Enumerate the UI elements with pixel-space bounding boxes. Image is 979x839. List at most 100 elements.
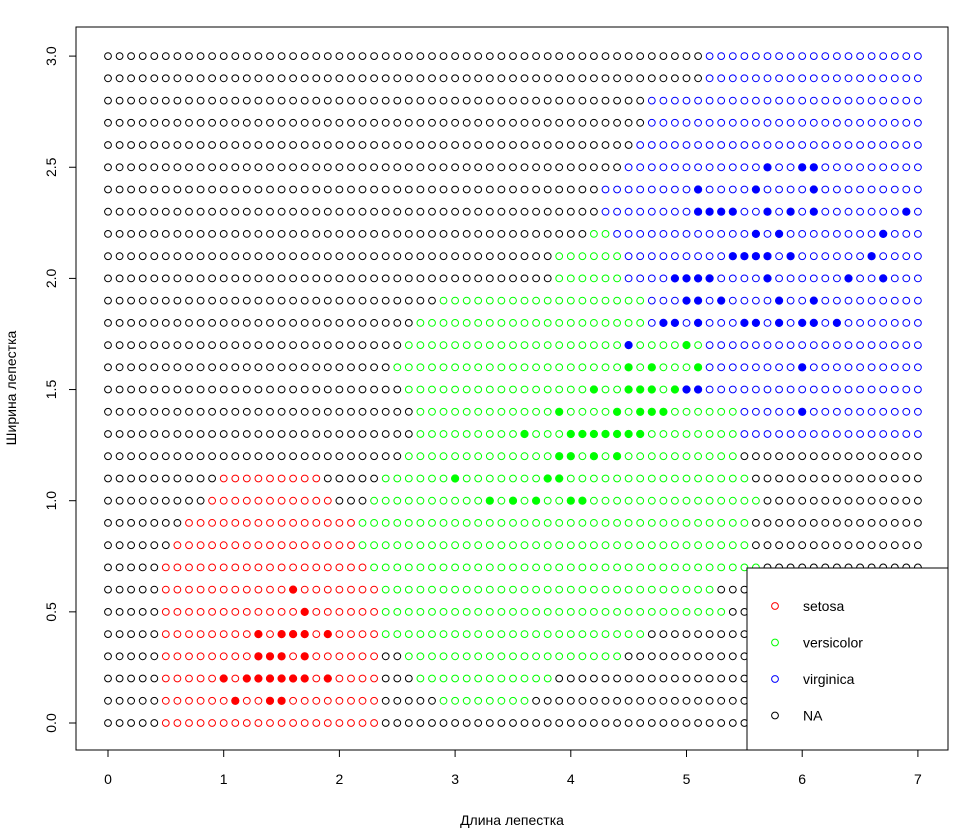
grid-point-setosa <box>208 541 217 550</box>
grid-point-virginica <box>798 52 807 60</box>
data-point-versicolor <box>578 429 587 439</box>
grid-point-na <box>138 652 147 661</box>
grid-point-na <box>370 230 379 238</box>
grid-point-virginica <box>798 185 807 194</box>
grid-point-versicolor <box>451 341 460 350</box>
grid-point-na <box>809 496 818 505</box>
grid-point-versicolor <box>439 296 448 305</box>
grid-point-na <box>347 163 355 172</box>
grid-point-versicolor <box>416 407 425 416</box>
grid-point-virginica <box>694 163 702 172</box>
grid-point-na <box>451 118 460 127</box>
grid-point-virginica <box>844 385 853 394</box>
grid-point-na <box>138 74 147 83</box>
grid-point-setosa <box>196 630 205 638</box>
grid-point-versicolor <box>439 474 448 483</box>
grid-point-na <box>601 719 610 727</box>
grid-point-virginica <box>798 230 807 238</box>
grid-point-virginica <box>647 141 656 149</box>
grid-point-virginica <box>798 118 807 127</box>
grid-point-na <box>127 252 136 261</box>
grid-point-virginica <box>902 118 911 127</box>
grid-point-versicolor <box>555 363 564 372</box>
grid-point-virginica <box>659 296 668 305</box>
grid-point-versicolor <box>416 430 425 438</box>
grid-point-na <box>185 363 193 372</box>
y-tick-label: 3.0 <box>43 46 59 66</box>
grid-point-na <box>196 274 205 283</box>
grid-point-na <box>254 385 263 394</box>
grid-point-na <box>428 163 436 172</box>
grid-point-na <box>416 96 425 105</box>
grid-point-na <box>208 452 217 461</box>
grid-point-virginica <box>647 96 656 105</box>
grid-point-na <box>266 363 274 372</box>
grid-point-virginica <box>728 274 737 283</box>
grid-point-na <box>613 74 621 83</box>
grid-point-versicolor <box>636 563 645 572</box>
grid-point-setosa <box>208 563 217 572</box>
grid-point-na <box>185 118 193 127</box>
grid-point-versicolor <box>532 407 540 416</box>
grid-point-virginica <box>821 296 830 305</box>
grid-point-na <box>115 674 124 683</box>
grid-point-virginica <box>763 363 772 372</box>
grid-point-na <box>543 185 552 194</box>
grid-point-na <box>590 696 598 705</box>
grid-point-na <box>833 519 841 527</box>
grid-point-virginica <box>867 230 876 238</box>
grid-point-versicolor <box>485 430 494 438</box>
grid-point-virginica <box>717 185 726 194</box>
grid-point-virginica <box>844 207 853 216</box>
grid-point-na <box>335 363 344 372</box>
grid-point-setosa <box>173 630 182 638</box>
grid-point-virginica <box>752 407 760 416</box>
grid-point-na <box>370 274 379 283</box>
grid-point-na <box>428 696 436 705</box>
grid-point-na <box>300 141 309 149</box>
grid-point-na <box>590 674 598 683</box>
grid-point-versicolor <box>404 474 413 483</box>
grid-point-versicolor <box>636 319 645 327</box>
grid-point-na <box>266 252 274 261</box>
grid-point-na <box>358 185 367 194</box>
grid-point-versicolor <box>578 563 587 572</box>
grid-point-virginica <box>821 118 830 127</box>
grid-point-na <box>439 252 448 261</box>
grid-point-na <box>763 519 772 527</box>
grid-point-virginica <box>856 430 864 438</box>
grid-point-na <box>104 74 112 83</box>
grid-point-na <box>161 519 170 527</box>
grid-point-virginica <box>682 185 691 194</box>
grid-point-na <box>381 674 390 683</box>
grid-point-setosa <box>312 630 321 638</box>
grid-point-versicolor <box>428 363 436 372</box>
grid-point-na <box>659 630 668 638</box>
grid-point-na <box>393 385 402 394</box>
grid-point-na <box>208 52 217 60</box>
grid-point-na <box>381 296 390 305</box>
grid-point-na <box>485 96 494 105</box>
grid-point-na <box>705 719 714 727</box>
grid-point-setosa <box>289 696 298 705</box>
grid-point-virginica <box>833 363 841 372</box>
grid-point-virginica <box>786 363 795 372</box>
grid-point-versicolor <box>682 363 691 372</box>
grid-point-na <box>277 141 286 149</box>
grid-point-na <box>509 96 517 105</box>
grid-point-setosa <box>266 608 274 616</box>
grid-point-na <box>185 296 193 305</box>
grid-point-na <box>208 141 217 149</box>
grid-point-na <box>219 341 228 350</box>
grid-point-na <box>335 385 344 394</box>
grid-point-versicolor <box>659 452 668 461</box>
grid-point-versicolor <box>613 296 621 305</box>
grid-point-na <box>636 719 645 727</box>
grid-point-na <box>323 207 332 216</box>
grid-point-versicolor <box>485 341 494 350</box>
grid-point-na <box>196 96 205 105</box>
grid-point-na <box>347 341 355 350</box>
grid-point-na <box>671 719 679 727</box>
grid-point-na <box>277 207 286 216</box>
grid-point-setosa <box>312 696 321 705</box>
